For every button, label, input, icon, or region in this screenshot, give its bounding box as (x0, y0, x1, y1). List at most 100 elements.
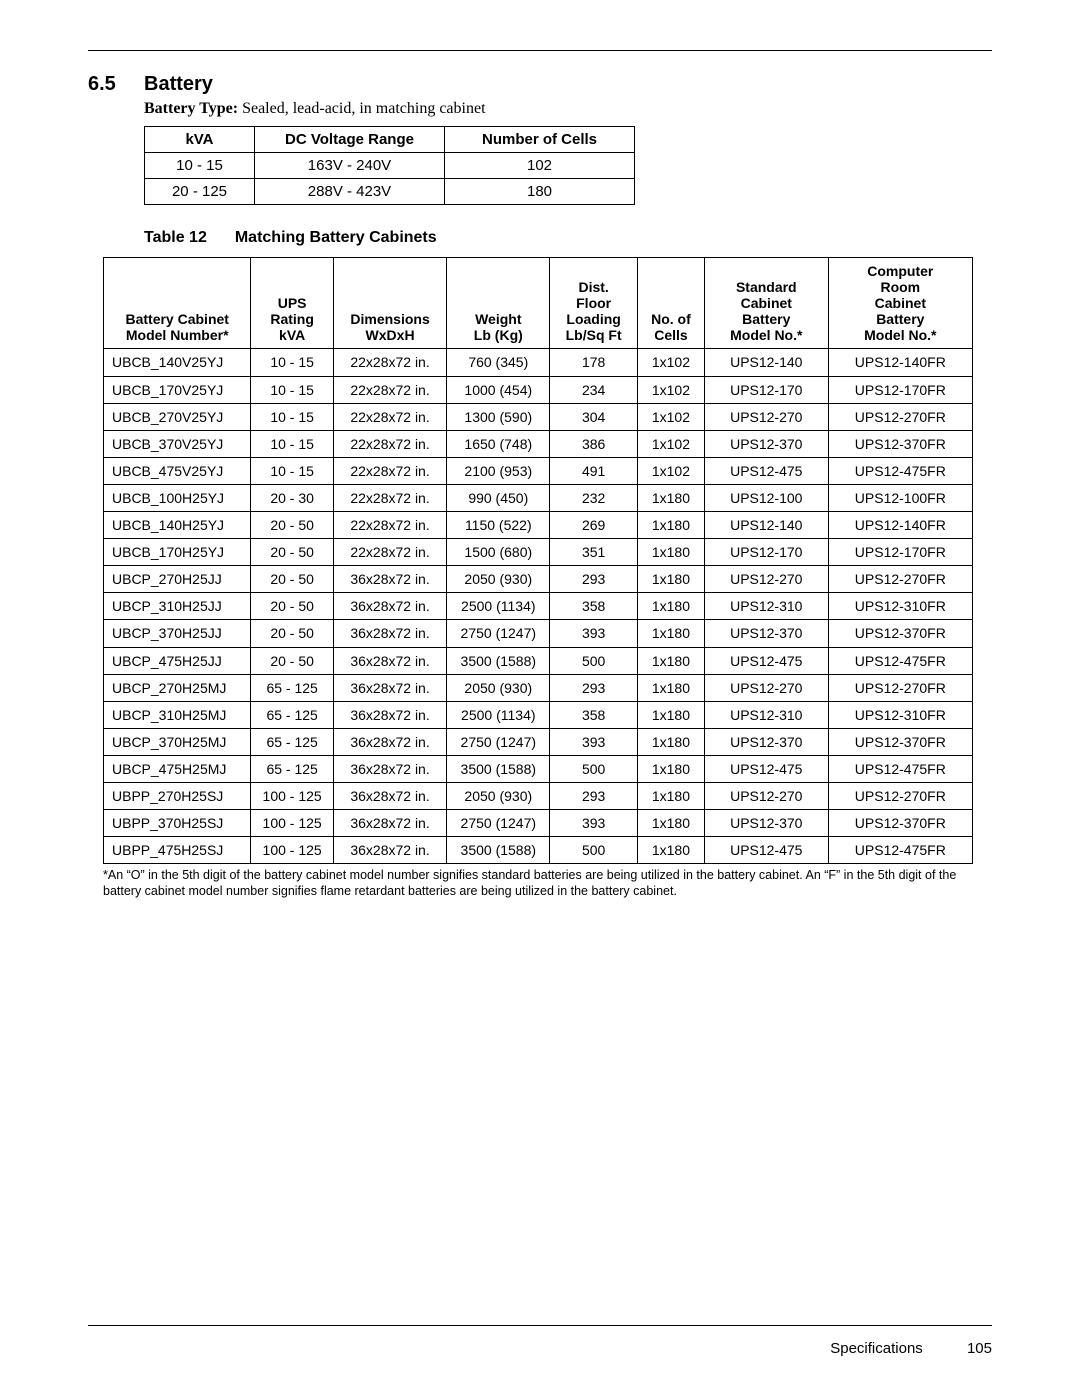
table-cell: 20 - 50 (251, 539, 333, 566)
table-cell: 3500 (1588) (447, 647, 550, 674)
table-row: UBCP_270H25JJ20 - 5036x28x72 in.2050 (93… (104, 566, 973, 593)
small-table-header: DC Voltage Range (255, 127, 445, 153)
table-cell: UPS12-170FR (828, 376, 972, 403)
table-cell: UPS12-170 (704, 376, 828, 403)
table-cell: UPS12-475 (704, 647, 828, 674)
table-row: UBCB_475V25YJ10 - 1522x28x72 in.2100 (95… (104, 457, 973, 484)
matching-battery-cabinets-table: Battery CabinetModel Number*UPSRatingkVA… (103, 257, 973, 864)
table-cell: UPS12-475FR (828, 755, 972, 782)
table-cell: 990 (450) (447, 484, 550, 511)
table-cell: 20 - 50 (251, 647, 333, 674)
table-cell: UPS12-270 (704, 674, 828, 701)
main-table-header: UPSRatingkVA (251, 258, 333, 349)
table-cell: 2050 (930) (447, 566, 550, 593)
footer-label: Specifications (830, 1340, 923, 1357)
table-cell: 36x28x72 in. (333, 837, 446, 864)
table-cell: UBCP_310H25JJ (104, 593, 251, 620)
table-row: 10 - 15163V - 240V102 (145, 153, 635, 179)
small-table-header: Number of Cells (445, 127, 635, 153)
table-cell: UBCP_270H25MJ (104, 674, 251, 701)
small-table-header: kVA (145, 127, 255, 153)
table-row: UBCB_170H25YJ20 - 5022x28x72 in.1500 (68… (104, 539, 973, 566)
table-cell: 1x180 (637, 512, 704, 539)
table-cell: 65 - 125 (251, 674, 333, 701)
table-cell: 3500 (1588) (447, 837, 550, 864)
table-cell: 1x102 (637, 349, 704, 376)
table-cell: 100 - 125 (251, 837, 333, 864)
table-cell: UBCB_270V25YJ (104, 403, 251, 430)
main-table-header: ComputerRoomCabinetBatteryModel No.* (828, 258, 972, 349)
table-cell: 1500 (680) (447, 539, 550, 566)
table-row: UBCB_270V25YJ10 - 1522x28x72 in.1300 (59… (104, 403, 973, 430)
table-cell: UPS12-140FR (828, 349, 972, 376)
table-row: UBCB_100H25YJ20 - 3022x28x72 in.990 (450… (104, 484, 973, 511)
footer-rule (88, 1325, 992, 1326)
table-cell: UPS12-475 (704, 457, 828, 484)
table-cell: 1x180 (637, 593, 704, 620)
table-cell: 36x28x72 in. (333, 566, 446, 593)
table-cell: UPS12-270FR (828, 566, 972, 593)
table-cell: 1x180 (637, 539, 704, 566)
table-cell: 10 - 15 (251, 403, 333, 430)
table-row: UBPP_270H25SJ100 - 12536x28x72 in.2050 (… (104, 782, 973, 809)
table-cell: UBCB_170V25YJ (104, 376, 251, 403)
table-cell: 36x28x72 in. (333, 674, 446, 701)
main-table-header: Battery CabinetModel Number* (104, 258, 251, 349)
table-cell: 293 (550, 566, 638, 593)
table-cell: 22x28x72 in. (333, 457, 446, 484)
table-cell: 100 - 125 (251, 782, 333, 809)
table-cell: UPS12-310 (704, 701, 828, 728)
table12-caption: Table 12Matching Battery Cabinets (144, 229, 992, 247)
table-cell: UBCB_100H25YJ (104, 484, 251, 511)
main-table-header: WeightLb (Kg) (447, 258, 550, 349)
table-cell: UPS12-140FR (828, 512, 972, 539)
table-cell: 393 (550, 620, 638, 647)
table-row: UBPP_475H25SJ100 - 12536x28x72 in.3500 (… (104, 837, 973, 864)
main-table-header: No. ofCells (637, 258, 704, 349)
table-cell: 500 (550, 647, 638, 674)
table-cell: UPS12-370 (704, 620, 828, 647)
table-cell: 10 - 15 (145, 153, 255, 179)
table-cell: 20 - 50 (251, 566, 333, 593)
table-cell: 36x28x72 in. (333, 782, 446, 809)
main-table-header: StandardCabinetBatteryModel No.* (704, 258, 828, 349)
table-cell: 22x28x72 in. (333, 539, 446, 566)
table-cell: UPS12-370 (704, 810, 828, 837)
table-cell: 1x180 (637, 566, 704, 593)
table-cell: 351 (550, 539, 638, 566)
table-cell: UPS12-270 (704, 782, 828, 809)
table-row: 20 - 125288V - 423V180 (145, 179, 635, 205)
battery-type-line: Battery Type: Sealed, lead-acid, in matc… (144, 100, 992, 118)
table-row: UBCB_140V25YJ10 - 1522x28x72 in.760 (345… (104, 349, 973, 376)
table-cell: UPS12-475FR (828, 837, 972, 864)
table-cell: 1x102 (637, 457, 704, 484)
table-cell: 358 (550, 593, 638, 620)
main-table-header: Dist.FloorLoadingLb/Sq Ft (550, 258, 638, 349)
table-cell: 393 (550, 728, 638, 755)
table-cell: 10 - 15 (251, 457, 333, 484)
table-cell: UPS12-100 (704, 484, 828, 511)
table-cell: 100 - 125 (251, 810, 333, 837)
table-cell: UBCP_270H25JJ (104, 566, 251, 593)
table-cell: UPS12-270 (704, 566, 828, 593)
table-cell: 20 - 50 (251, 593, 333, 620)
table-cell: 2750 (1247) (447, 728, 550, 755)
table-cell: 10 - 15 (251, 430, 333, 457)
table-cell: 234 (550, 376, 638, 403)
table-cell: UBCP_310H25MJ (104, 701, 251, 728)
table-cell: UPS12-270 (704, 403, 828, 430)
table-cell: UPS12-310FR (828, 593, 972, 620)
table-cell: 65 - 125 (251, 755, 333, 782)
table12-caption-num: Table 12 (144, 229, 207, 246)
table-cell: 163V - 240V (255, 153, 445, 179)
table-cell: 22x28x72 in. (333, 403, 446, 430)
table-cell: 293 (550, 674, 638, 701)
table-row: UBCP_475H25MJ65 - 12536x28x72 in.3500 (1… (104, 755, 973, 782)
table-cell: UPS12-310FR (828, 701, 972, 728)
table-cell: UPS12-370 (704, 430, 828, 457)
table-cell: 36x28x72 in. (333, 701, 446, 728)
table-cell: 22x28x72 in. (333, 484, 446, 511)
table-cell: 1x180 (637, 484, 704, 511)
table-cell: 1x180 (637, 810, 704, 837)
table-cell: 22x28x72 in. (333, 430, 446, 457)
